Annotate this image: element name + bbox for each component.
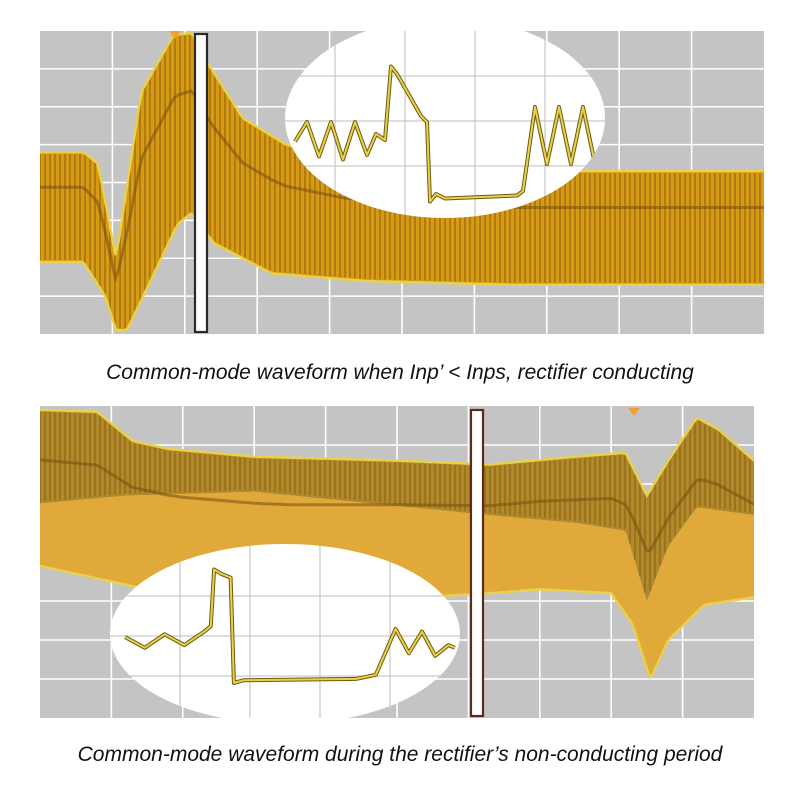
- envelope-inner-band: [40, 458, 754, 553]
- caption-bottom: Common-mode waveform during the rectifie…: [77, 743, 723, 766]
- inset-trace: [124, 568, 456, 684]
- zoom-inset: [110, 544, 460, 718]
- trigger-marker: [169, 31, 181, 39]
- zoom-inset-ellipse: [110, 544, 460, 718]
- inset-trace: [294, 65, 596, 203]
- envelope-hatching: [40, 35, 761, 329]
- zoom-inset: [285, 31, 605, 218]
- scope-screen-bottom: [40, 406, 754, 718]
- trigger-marker: [628, 408, 640, 416]
- cursor-bar: [193, 32, 209, 334]
- envelope-bottom-edge: [40, 212, 764, 332]
- scope-screen-top: [40, 31, 764, 334]
- scope-panel-top: [40, 31, 764, 334]
- caption-top: Common-mode waveform when Inp’ < Inps, r…: [106, 361, 694, 384]
- scope-panel-bottom: [40, 406, 754, 718]
- envelope-top-edge: [40, 408, 754, 499]
- cursor-bar: [469, 408, 485, 718]
